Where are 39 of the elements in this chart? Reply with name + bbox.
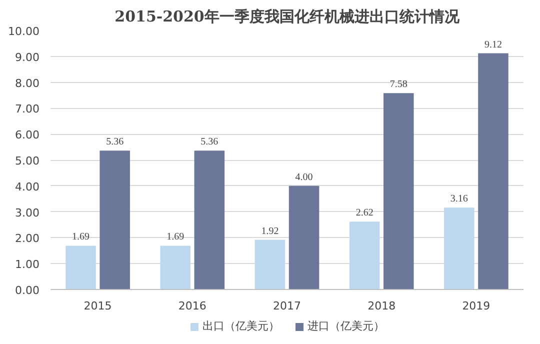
bar [288, 186, 320, 290]
legend-label: 进口（亿美元） [308, 318, 384, 334]
data-label: 9.12 [484, 39, 502, 50]
y-tick-label: 3.00 [15, 206, 40, 220]
bar [194, 150, 225, 290]
bar [349, 222, 380, 290]
bar [478, 53, 508, 290]
y-tick-label: 9.00 [15, 50, 40, 64]
data-label: 5.36 [106, 136, 124, 148]
x-tick-label: 2016 [178, 300, 206, 312]
data-label: 1.69 [166, 232, 184, 243]
bar [100, 150, 130, 290]
data-label: 7.58 [390, 79, 408, 90]
y-tick-label: 10.00 [8, 25, 40, 38]
bar [383, 93, 414, 290]
x-tick-label: 2015 [84, 300, 112, 312]
legend-label: 出口（亿美元） [202, 318, 280, 334]
data-label: 5.36 [200, 136, 218, 148]
x-tick-label: 2017 [273, 300, 302, 312]
y-tick-label: 6.00 [15, 128, 40, 142]
y-tick-label: 7.00 [15, 102, 40, 116]
y-tick-label: 5.00 [15, 154, 40, 168]
data-label: 4.00 [295, 172, 313, 183]
y-tick-label: 1.00 [15, 258, 40, 272]
data-label: 1.92 [261, 226, 279, 237]
data-label: 1.69 [72, 232, 90, 243]
y-tick-label: 2.00 [15, 232, 40, 246]
y-tick-label: 0.00 [15, 284, 40, 297]
x-tick-label: 2019 [462, 300, 490, 312]
bar [254, 240, 286, 290]
bar [444, 208, 474, 290]
data-label: 3.16 [450, 194, 468, 205]
y-tick-label: 8.00 [15, 76, 40, 90]
data-label: 2.62 [356, 208, 374, 219]
y-tick-label: 4.00 [15, 180, 40, 194]
x-tick-label: 2018 [368, 300, 396, 312]
bar [160, 246, 191, 290]
bar [66, 246, 96, 290]
chart-title: 2015-2020年一季度我国化纤机械进出口统计情况 [114, 8, 460, 26]
